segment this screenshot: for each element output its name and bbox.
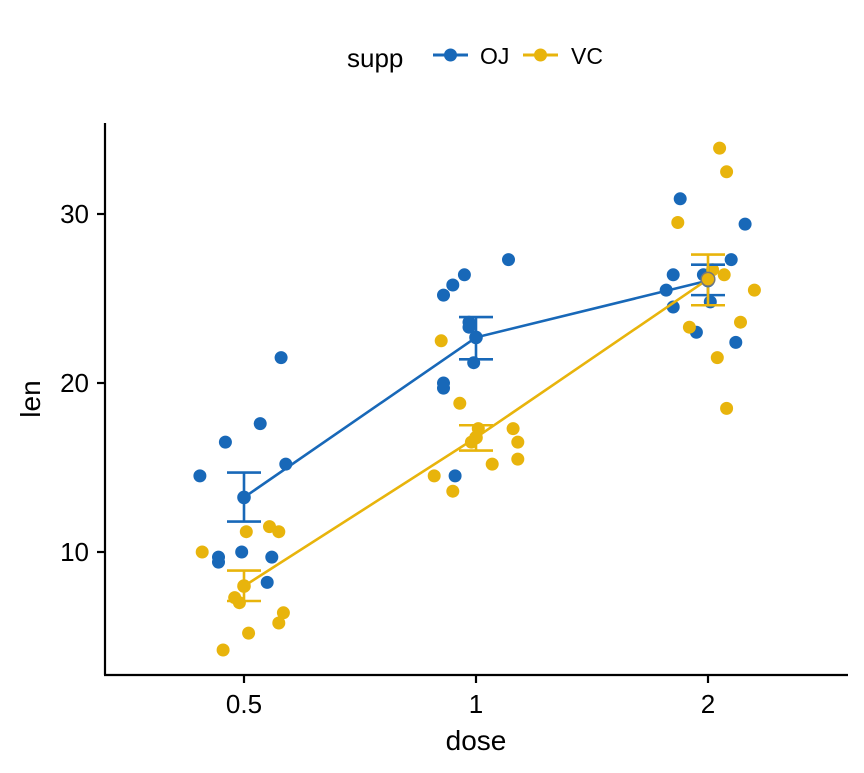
y-axis-title: len (15, 380, 46, 417)
data-point-vc (272, 616, 286, 630)
data-points (193, 141, 761, 657)
data-point-oj (437, 376, 450, 390)
data-point-oj (265, 550, 279, 564)
data-point-vc (272, 525, 286, 539)
data-point-vc (276, 606, 290, 620)
legend-title: supp (347, 43, 403, 73)
x-axis-title: dose (446, 725, 507, 756)
data-point-vc (216, 643, 230, 657)
data-point-vc (453, 396, 467, 410)
data-point-vc (671, 216, 685, 229)
data-point-oj (729, 335, 743, 349)
data-point-vc (713, 141, 727, 155)
data-point-vc (682, 320, 696, 334)
mean-point-oj (237, 490, 251, 505)
data-point-oj (253, 417, 267, 431)
mean-points (237, 271, 716, 593)
legend: supp OJ VC (347, 43, 603, 73)
data-point-oj (218, 435, 232, 449)
data-point-oj (673, 192, 687, 206)
x-ticks: 0.5 1 2 (226, 675, 715, 719)
y-tick-label: 30 (60, 199, 89, 229)
x-tick-label: 1 (469, 689, 483, 719)
data-point-oj (235, 545, 249, 559)
data-point-vc (232, 596, 246, 610)
mean-point-oj (469, 330, 483, 345)
data-point-vc (242, 626, 256, 640)
data-point-oj (260, 575, 274, 589)
data-point-vc (511, 435, 525, 449)
y-tick-label: 20 (60, 368, 89, 398)
data-point-vc (720, 401, 734, 415)
data-point-vc (511, 452, 525, 466)
data-point-vc (434, 334, 448, 348)
y-tick-label: 10 (60, 537, 89, 567)
data-point-oj (437, 288, 450, 302)
legend-oj-dot (444, 48, 457, 62)
data-point-vc (720, 165, 734, 179)
data-point-oj (457, 268, 471, 282)
data-point-oj (666, 268, 680, 282)
mean-point-vc (700, 271, 716, 287)
legend-entry-oj[interactable]: OJ (433, 43, 509, 69)
data-point-oj (738, 217, 752, 231)
mean-point-vc (237, 579, 251, 593)
y-ticks: 10 20 30 (60, 199, 105, 567)
data-point-oj (193, 469, 207, 483)
data-point-vc (710, 351, 724, 365)
data-point-oj (462, 320, 476, 334)
data-point-vc (239, 525, 253, 539)
axes: 10 20 30 0.5 1 2 (60, 123, 848, 719)
legend-oj-label: OJ (480, 43, 509, 69)
data-point-oj (446, 278, 460, 292)
data-point-vc (506, 422, 520, 436)
x-tick-label: 2 (701, 689, 715, 719)
data-point-oj (212, 550, 225, 564)
data-point-vc (485, 457, 499, 471)
mean-line-oj (243, 279, 709, 499)
data-point-vc (747, 283, 761, 297)
x-tick-label: 0.5 (226, 689, 262, 719)
mean-point-vc (469, 430, 483, 445)
data-point-vc (734, 315, 747, 329)
legend-entry-vc[interactable]: VC (523, 43, 603, 69)
data-point-oj (448, 469, 462, 483)
data-point-vc (717, 268, 731, 282)
legend-vc-dot (534, 48, 547, 62)
data-point-oj (274, 351, 288, 365)
data-point-oj (502, 253, 515, 267)
data-point-oj (724, 253, 738, 267)
data-point-vc (427, 469, 441, 483)
data-point-vc (195, 545, 209, 559)
data-point-vc (446, 484, 460, 498)
legend-vc-label: VC (571, 43, 603, 69)
